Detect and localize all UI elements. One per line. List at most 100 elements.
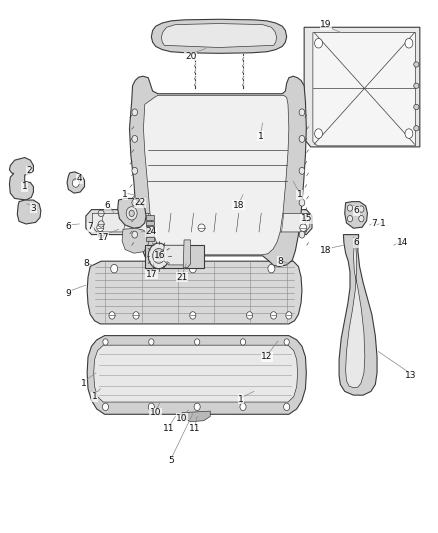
Polygon shape [122,228,148,253]
Ellipse shape [98,221,104,227]
Polygon shape [182,411,210,422]
Polygon shape [86,209,312,235]
Ellipse shape [284,403,290,410]
Ellipse shape [284,339,289,345]
Text: 8: 8 [277,257,283,265]
Polygon shape [87,336,306,414]
Ellipse shape [414,126,419,131]
Ellipse shape [414,104,419,110]
Ellipse shape [405,38,413,48]
Ellipse shape [347,215,353,222]
Text: 7: 7 [87,222,93,231]
Text: 1: 1 [258,132,263,141]
Ellipse shape [414,83,419,88]
Text: 4: 4 [77,174,82,183]
Ellipse shape [132,199,138,206]
Ellipse shape [247,312,253,319]
Text: 6: 6 [353,206,360,215]
Polygon shape [67,172,85,193]
Text: 5: 5 [168,456,174,465]
Ellipse shape [148,243,169,269]
Polygon shape [346,243,365,387]
Polygon shape [146,215,154,220]
Text: 1: 1 [238,395,244,404]
Polygon shape [10,158,33,200]
Ellipse shape [111,264,118,273]
Text: 1: 1 [22,182,28,191]
Text: 19: 19 [320,20,332,29]
Text: 18: 18 [233,201,244,210]
Ellipse shape [103,339,108,345]
Ellipse shape [132,167,138,174]
Ellipse shape [149,339,154,345]
Text: 1: 1 [122,190,128,199]
Text: 6: 6 [353,238,360,247]
Text: 21: 21 [176,273,187,281]
Text: 2: 2 [26,166,32,175]
Ellipse shape [97,224,104,231]
Text: 1: 1 [380,220,385,229]
Ellipse shape [268,264,275,273]
Polygon shape [146,226,154,230]
Text: 1: 1 [81,379,87,388]
Text: 1: 1 [92,392,97,401]
Text: 13: 13 [405,371,417,380]
Polygon shape [130,76,306,268]
Polygon shape [87,261,302,324]
Polygon shape [313,33,416,146]
Polygon shape [151,19,287,53]
Ellipse shape [152,248,165,263]
Text: 17: 17 [145,270,157,279]
Text: 6: 6 [105,201,110,210]
Polygon shape [146,221,154,225]
Polygon shape [183,240,191,268]
Polygon shape [145,245,204,268]
Text: 11: 11 [163,424,174,433]
Text: 8: 8 [83,260,89,268]
Text: 18: 18 [320,246,332,255]
Text: 6: 6 [66,222,71,231]
Ellipse shape [286,312,292,319]
Ellipse shape [359,206,364,212]
Text: 10: 10 [150,408,162,417]
Polygon shape [17,200,41,224]
Ellipse shape [240,403,246,410]
Text: 9: 9 [66,288,71,297]
Polygon shape [144,95,289,255]
Text: 14: 14 [397,238,408,247]
Ellipse shape [314,129,322,139]
Ellipse shape [299,167,305,174]
Ellipse shape [98,231,104,238]
Text: 15: 15 [300,214,312,223]
Ellipse shape [299,199,305,206]
Polygon shape [146,237,154,241]
Ellipse shape [190,312,196,319]
Text: 11: 11 [189,424,201,433]
Ellipse shape [299,109,305,116]
Ellipse shape [109,312,115,319]
Ellipse shape [129,210,134,216]
Text: 7: 7 [371,220,377,229]
Ellipse shape [132,231,138,238]
Text: 22: 22 [135,198,146,207]
Ellipse shape [347,205,353,211]
Ellipse shape [240,339,246,345]
Ellipse shape [414,62,419,67]
Ellipse shape [102,403,109,410]
Ellipse shape [314,38,322,48]
Text: 24: 24 [146,228,157,237]
Text: 3: 3 [31,204,36,213]
Ellipse shape [132,135,138,142]
Text: 20: 20 [185,52,196,61]
Polygon shape [339,235,377,395]
Ellipse shape [299,231,305,238]
Polygon shape [146,231,154,236]
Polygon shape [304,27,420,147]
Ellipse shape [271,312,277,319]
Ellipse shape [72,179,79,187]
Text: 10: 10 [176,414,187,423]
Ellipse shape [198,224,205,231]
Ellipse shape [194,339,200,345]
Ellipse shape [300,224,307,231]
Polygon shape [94,345,297,402]
